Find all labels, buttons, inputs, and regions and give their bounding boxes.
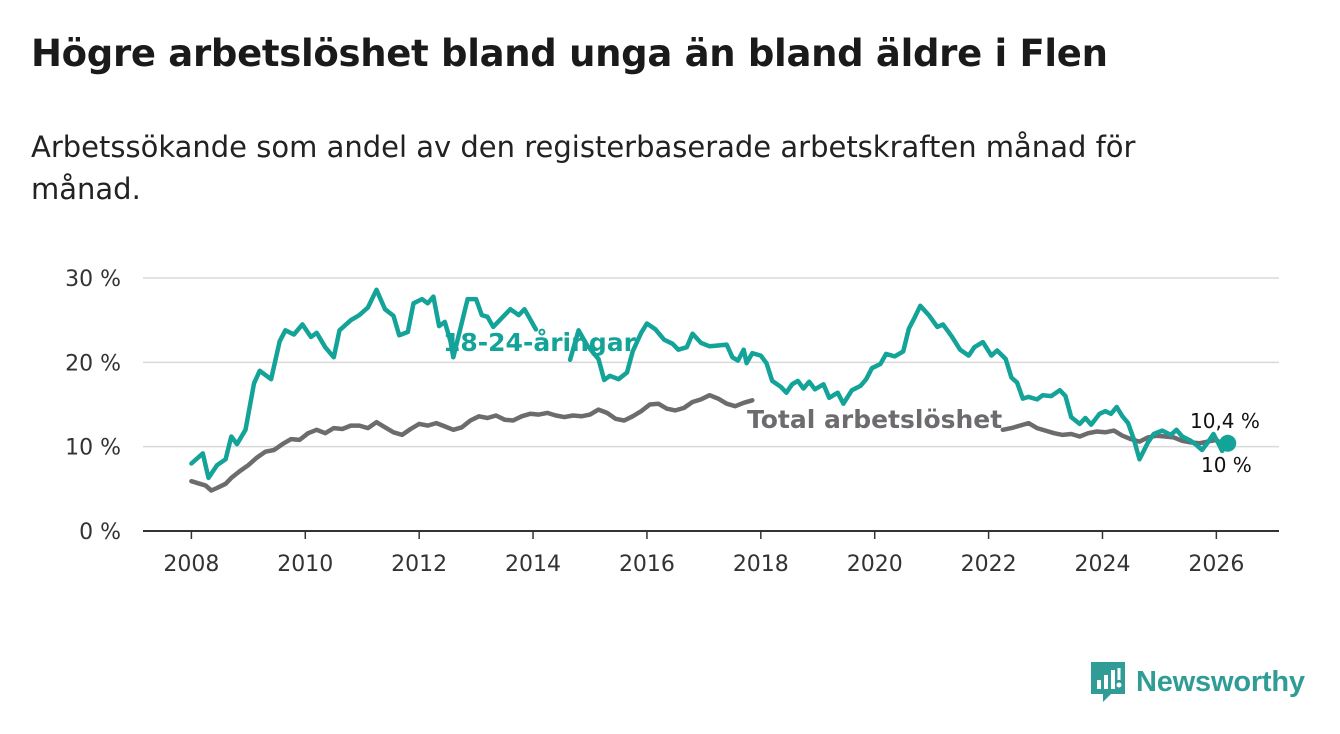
grid-lines <box>143 277 1279 448</box>
x-tick-label: 2026 <box>1188 552 1244 577</box>
y-tick-label: 30 % <box>65 267 121 292</box>
brand-name: Newsworthy <box>1136 665 1305 698</box>
x-tick-label: 2010 <box>277 552 333 577</box>
total-series-line <box>189 392 755 493</box>
x-tick-label: 2018 <box>733 552 789 577</box>
youth-series-label: 18-24-åringar <box>443 328 637 357</box>
x-tick-label: 2014 <box>505 552 561 577</box>
newsworthy-brand[interactable]: Newsworthy <box>1089 660 1305 704</box>
youth-end-value-label: 10,4 % <box>1190 409 1260 433</box>
x-tick-label: 2008 <box>163 552 219 577</box>
chart-title: Högre arbetslöshet bland unga än bland ä… <box>31 32 1108 75</box>
y-tick-label: 10 % <box>65 436 121 461</box>
youth-series-line <box>189 287 539 481</box>
newsworthy-logo-icon <box>1091 662 1125 702</box>
x-tick-label: 2016 <box>619 552 675 577</box>
axes: 0 % 10 % 20 % 30 % 2008 2010 2012 2014 2016 2018 2… <box>65 267 1279 577</box>
y-tick-label: 0 % <box>79 520 121 545</box>
series-labels: 18-24-åringar Total arbetslöshet 10,4 % 10 … <box>443 328 1260 477</box>
total-end-value-label: 10 % <box>1201 453 1252 477</box>
youth-series-line <box>567 303 1231 462</box>
chart-subtitle: Arbetssökande som andel av den registerb… <box>31 130 1136 206</box>
x-tick-label: 2020 <box>847 552 903 577</box>
x-tick-label: 2022 <box>961 552 1017 577</box>
series-lines <box>189 287 1231 493</box>
total-series-label: Total arbetslöshet <box>747 405 1002 434</box>
x-tick-label: 2024 <box>1074 552 1130 577</box>
y-tick-label: 20 % <box>65 351 121 376</box>
x-tick-label: 2012 <box>391 552 447 577</box>
youth-endpoint-marker <box>1219 434 1237 452</box>
